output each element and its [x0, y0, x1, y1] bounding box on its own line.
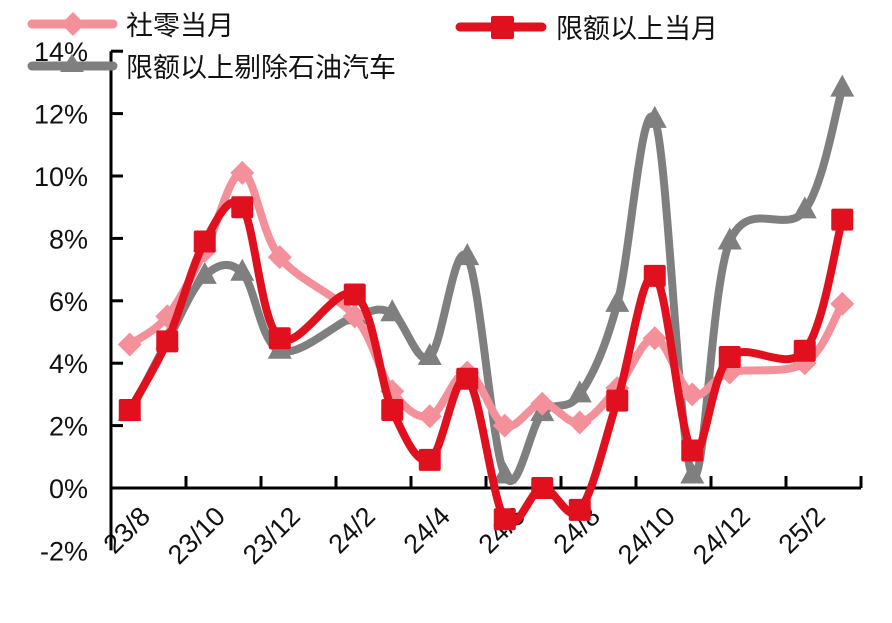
x-tick-label: 24/10	[612, 501, 681, 570]
x-axis-labels: 23/8 23/10 23/12 24/2 24/4 24/6 24/8 24/10 24/12…	[98, 501, 831, 570]
triangle-marker	[717, 227, 742, 250]
diamond-marker	[267, 245, 292, 270]
diamond-marker	[530, 391, 555, 416]
axes	[109, 49, 863, 551]
diamond-marker	[830, 291, 855, 316]
square-marker	[643, 264, 666, 287]
y-tick-label: 10%	[34, 162, 88, 192]
triangle-marker	[492, 461, 517, 484]
square-marker	[118, 399, 141, 421]
series-square	[118, 196, 854, 531]
y-tick-label: 12%	[34, 100, 88, 130]
square-marker	[681, 439, 704, 462]
diamond-marker	[680, 382, 705, 407]
x-tick-label: 23/10	[162, 501, 231, 570]
diamond-marker	[642, 326, 667, 351]
x-tick-label: 25/2	[773, 501, 831, 559]
square-marker	[568, 498, 591, 521]
legend-item-retail[interactable]: 社零当月	[27, 11, 234, 42]
legend-item-excl-oil-auto[interactable]: 限额以上剔除石油汽车	[27, 53, 396, 84]
square-marker	[343, 283, 366, 306]
diamond-marker	[492, 413, 517, 438]
y-tick-label: 2%	[49, 412, 88, 442]
square-marker	[381, 399, 404, 421]
series-group	[117, 74, 855, 531]
triangle-marker	[642, 105, 667, 128]
series-triangle	[117, 74, 855, 486]
diamond-marker	[230, 160, 255, 185]
square-marker	[418, 448, 441, 471]
x-tick-label: 23/8	[98, 501, 156, 559]
square-marker-icon	[491, 16, 514, 39]
triangle-marker	[830, 74, 855, 97]
x-tick-label: 24/12	[687, 501, 756, 570]
diamond-marker	[342, 304, 367, 329]
square-marker	[831, 208, 854, 231]
series-line	[126, 87, 847, 486]
square-marker	[493, 508, 516, 531]
y-tick-label: 0%	[49, 474, 88, 504]
triangle-marker	[230, 258, 255, 281]
legend-label: 社零当月	[126, 11, 234, 42]
square-marker	[156, 330, 179, 353]
triangle-marker	[192, 261, 217, 284]
square-marker	[606, 389, 629, 412]
y-tick-label: 8%	[49, 224, 88, 254]
triangle-marker	[680, 461, 705, 484]
triangle-marker	[792, 196, 817, 219]
legend-label: 限额以上当月	[556, 14, 718, 45]
square-marker	[268, 327, 291, 350]
triangle-marker	[417, 342, 442, 365]
y-axis-labels: -2%0%2%4%6%8%10%12%14%	[34, 37, 88, 566]
y-tick-label: 4%	[49, 349, 88, 379]
triangle-marker	[567, 380, 592, 403]
legend: 社零当月 限额以上当月 限额以上剔除石油汽车	[27, 11, 718, 84]
y-tick-label: 6%	[49, 287, 88, 317]
square-marker	[456, 367, 479, 390]
diamond-marker	[117, 332, 142, 357]
square-marker	[231, 196, 254, 219]
diamond-marker	[567, 410, 592, 435]
x-tick-label: 23/12	[237, 501, 306, 570]
square-marker	[193, 230, 216, 253]
triangle-marker	[380, 299, 405, 322]
x-tick-label: 24/2	[323, 501, 381, 559]
square-marker	[793, 339, 816, 362]
square-marker	[531, 477, 554, 499]
triangle-marker	[605, 289, 630, 312]
diamond-marker-icon	[61, 12, 85, 36]
x-tick-label: 24/4	[398, 501, 456, 559]
legend-item-above-quota[interactable]: 限额以上当月	[455, 14, 718, 45]
diamond-marker	[417, 404, 442, 429]
y-tick-label: -2%	[40, 536, 88, 566]
triangle-marker-icon	[60, 54, 84, 72]
legend-label: 限额以上剔除石油汽车	[126, 53, 396, 84]
square-marker	[718, 345, 741, 368]
triangle-marker	[455, 243, 480, 266]
